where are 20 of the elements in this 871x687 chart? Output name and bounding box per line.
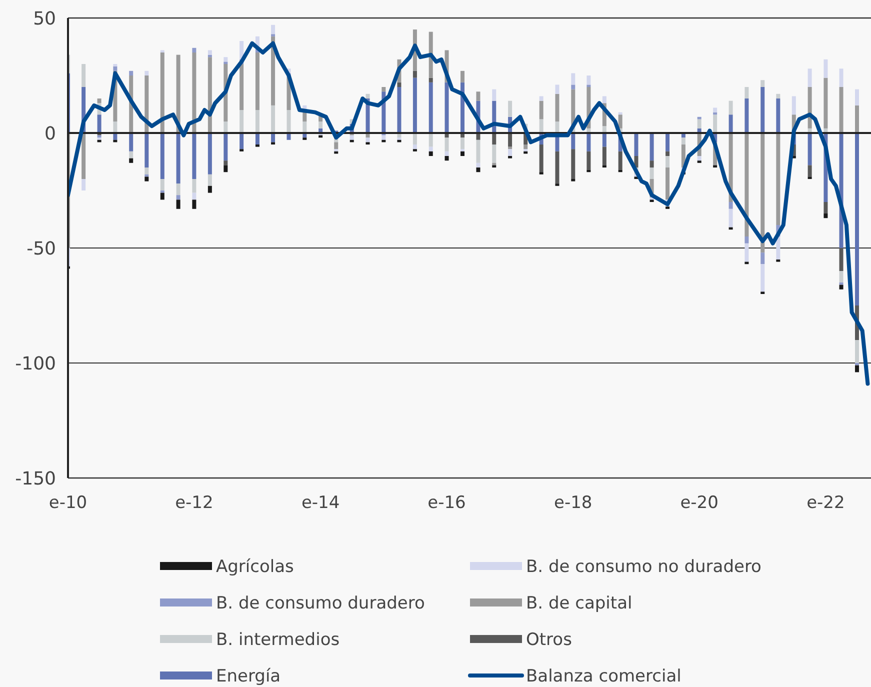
x-tick-label: e-12 — [175, 493, 214, 513]
x-tick-label: e-22 — [806, 493, 845, 513]
legend-label: B. de consumo duradero — [216, 593, 425, 614]
legend-label: B. intermedios — [216, 630, 340, 650]
legend-label: B. de consumo no duradero — [526, 556, 762, 577]
x-tick-label: e-10 — [48, 493, 88, 513]
y-tick-label: 0 — [44, 123, 56, 144]
y-tick-label: -150 — [15, 468, 56, 490]
x-tick-label: e-14 — [301, 493, 340, 513]
legend-label: Energía — [216, 666, 281, 686]
legend-label: Agrícolas — [216, 556, 294, 577]
y-tick-label: -50 — [26, 238, 56, 260]
x-tick-label: e-18 — [554, 493, 592, 513]
y-tick-label: -100 — [15, 353, 56, 374]
legend-label: Otros — [526, 630, 572, 650]
x-tick-label: e-20 — [680, 493, 718, 513]
legend-label: B. de capital — [526, 593, 632, 614]
legend-label: Balanza comercial — [526, 666, 682, 686]
x-tick-label: e-16 — [428, 493, 466, 513]
y-tick-label: 50 — [33, 8, 56, 30]
